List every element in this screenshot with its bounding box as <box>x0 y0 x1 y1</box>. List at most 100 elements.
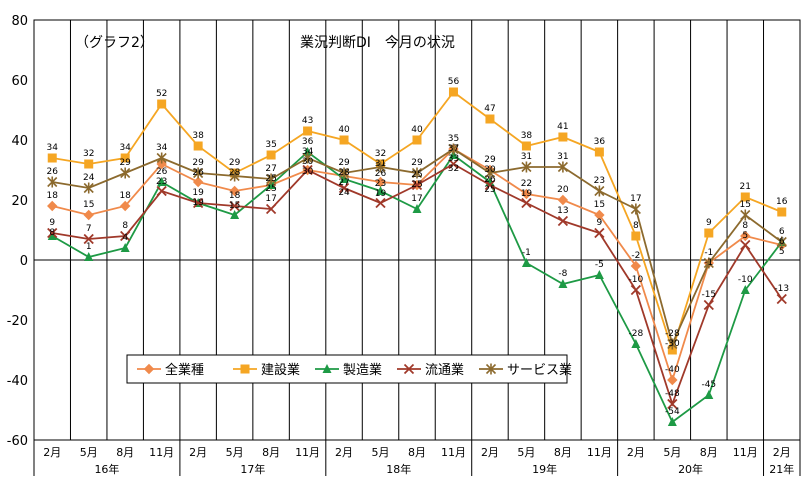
data-point <box>83 233 94 245</box>
data-label: 28 <box>338 168 350 178</box>
data-point <box>740 209 751 221</box>
data-point-stroke <box>448 158 459 170</box>
legend-label: 流通業 <box>425 362 464 378</box>
data-point <box>594 209 605 221</box>
data-point-stroke <box>703 299 714 311</box>
data-point <box>84 159 94 169</box>
data-label: 27 <box>265 164 276 174</box>
data-label: 25 <box>484 185 495 195</box>
x-year-label: 20年 <box>678 462 703 476</box>
legend-marker <box>322 364 332 373</box>
data-point <box>47 153 57 163</box>
data-label: 6 <box>779 237 785 247</box>
data-labels: 3426189832241571342918845234262338292619… <box>47 77 790 417</box>
data-point <box>157 177 167 186</box>
x-tick-label: 5月 <box>663 446 681 459</box>
data-label: -40 <box>665 365 680 375</box>
legend-marker <box>143 363 155 375</box>
x-tick-label: 11月 <box>295 446 320 459</box>
x-year-label: 17年 <box>240 462 265 476</box>
data-point <box>521 188 532 200</box>
data-point-stroke <box>557 215 569 227</box>
data-label: 24 <box>83 173 95 183</box>
data-label: 33 <box>448 154 459 164</box>
data-point <box>777 207 787 217</box>
data-label: 30 <box>302 157 314 167</box>
data-label: 15 <box>594 200 605 210</box>
data-label: 32 <box>375 149 386 159</box>
data-label: 1 <box>86 242 92 252</box>
legend-marker <box>240 364 250 374</box>
y-tick-label: 20 <box>11 194 28 209</box>
data-point-stroke <box>411 179 423 191</box>
data-label: 30 <box>484 165 496 175</box>
data-label: 25 <box>265 184 276 194</box>
data-point <box>193 141 203 151</box>
data-label: 17 <box>265 194 276 204</box>
data-point <box>303 126 313 136</box>
x-tick-label: 8月 <box>408 446 426 459</box>
data-point <box>192 176 204 188</box>
y-tick-label: 60 <box>11 74 28 89</box>
legend-label: 全業種 <box>165 362 204 378</box>
data-label: 8 <box>122 221 128 231</box>
data-point <box>776 236 787 248</box>
data-point-stroke <box>120 230 131 242</box>
x-tick-label: 5月 <box>80 446 98 459</box>
data-label: 34 <box>119 143 131 153</box>
data-label: 29 <box>119 158 131 168</box>
y-tick-label: -40 <box>7 374 28 389</box>
data-label: 4 <box>122 233 128 243</box>
legend-marker <box>485 363 497 375</box>
data-label: 35 <box>448 134 459 144</box>
data-label: 22 <box>521 179 532 189</box>
data-point <box>557 161 568 173</box>
data-label: 38 <box>521 131 533 141</box>
data-point <box>338 167 350 179</box>
data-point-stroke <box>667 398 678 410</box>
data-point <box>594 270 604 279</box>
legend: 全業種 建設業 製造業 流通業 サービス業 <box>126 354 572 384</box>
data-label: 19 <box>375 189 387 199</box>
data-point <box>375 161 386 173</box>
series-lines <box>47 87 787 426</box>
data-label: 9 <box>49 218 55 228</box>
data-label: 35 <box>265 140 276 150</box>
data-label: 7 <box>86 224 92 234</box>
data-point <box>740 192 750 202</box>
data-label: 41 <box>557 122 568 132</box>
data-label: 20 <box>557 185 569 195</box>
data-point <box>776 293 787 305</box>
data-label: 31 <box>375 159 386 169</box>
data-point <box>193 197 204 209</box>
data-point <box>83 209 94 221</box>
data-point <box>156 158 167 170</box>
data-point <box>229 170 240 182</box>
y-tick-label: -20 <box>7 314 28 329</box>
legend-marker <box>403 363 415 375</box>
x-tick-label: 5月 <box>517 446 535 459</box>
data-point <box>630 260 642 272</box>
data-label: -1 <box>704 248 713 258</box>
data-point <box>667 374 678 386</box>
data-point <box>302 152 313 164</box>
chart-title: 業況判断DI 今月の状況 <box>300 35 455 51</box>
data-label: 38 <box>192 131 204 141</box>
data-point <box>667 417 677 426</box>
data-label: 29 <box>229 158 241 168</box>
data-point-stroke <box>375 197 386 209</box>
data-point-stroke <box>594 227 605 239</box>
data-label: -28 <box>629 329 644 339</box>
data-label: 19 <box>521 189 533 199</box>
data-label: 40 <box>411 125 423 135</box>
data-label: 25 <box>411 170 422 180</box>
x-tick-label: 2月 <box>627 446 645 459</box>
x-tick-label: 2月 <box>481 446 499 459</box>
data-point-stroke <box>265 203 277 215</box>
data-label: -48 <box>665 389 680 399</box>
data-point <box>630 284 641 296</box>
data-point <box>704 228 714 238</box>
data-label: 29 <box>338 158 350 168</box>
